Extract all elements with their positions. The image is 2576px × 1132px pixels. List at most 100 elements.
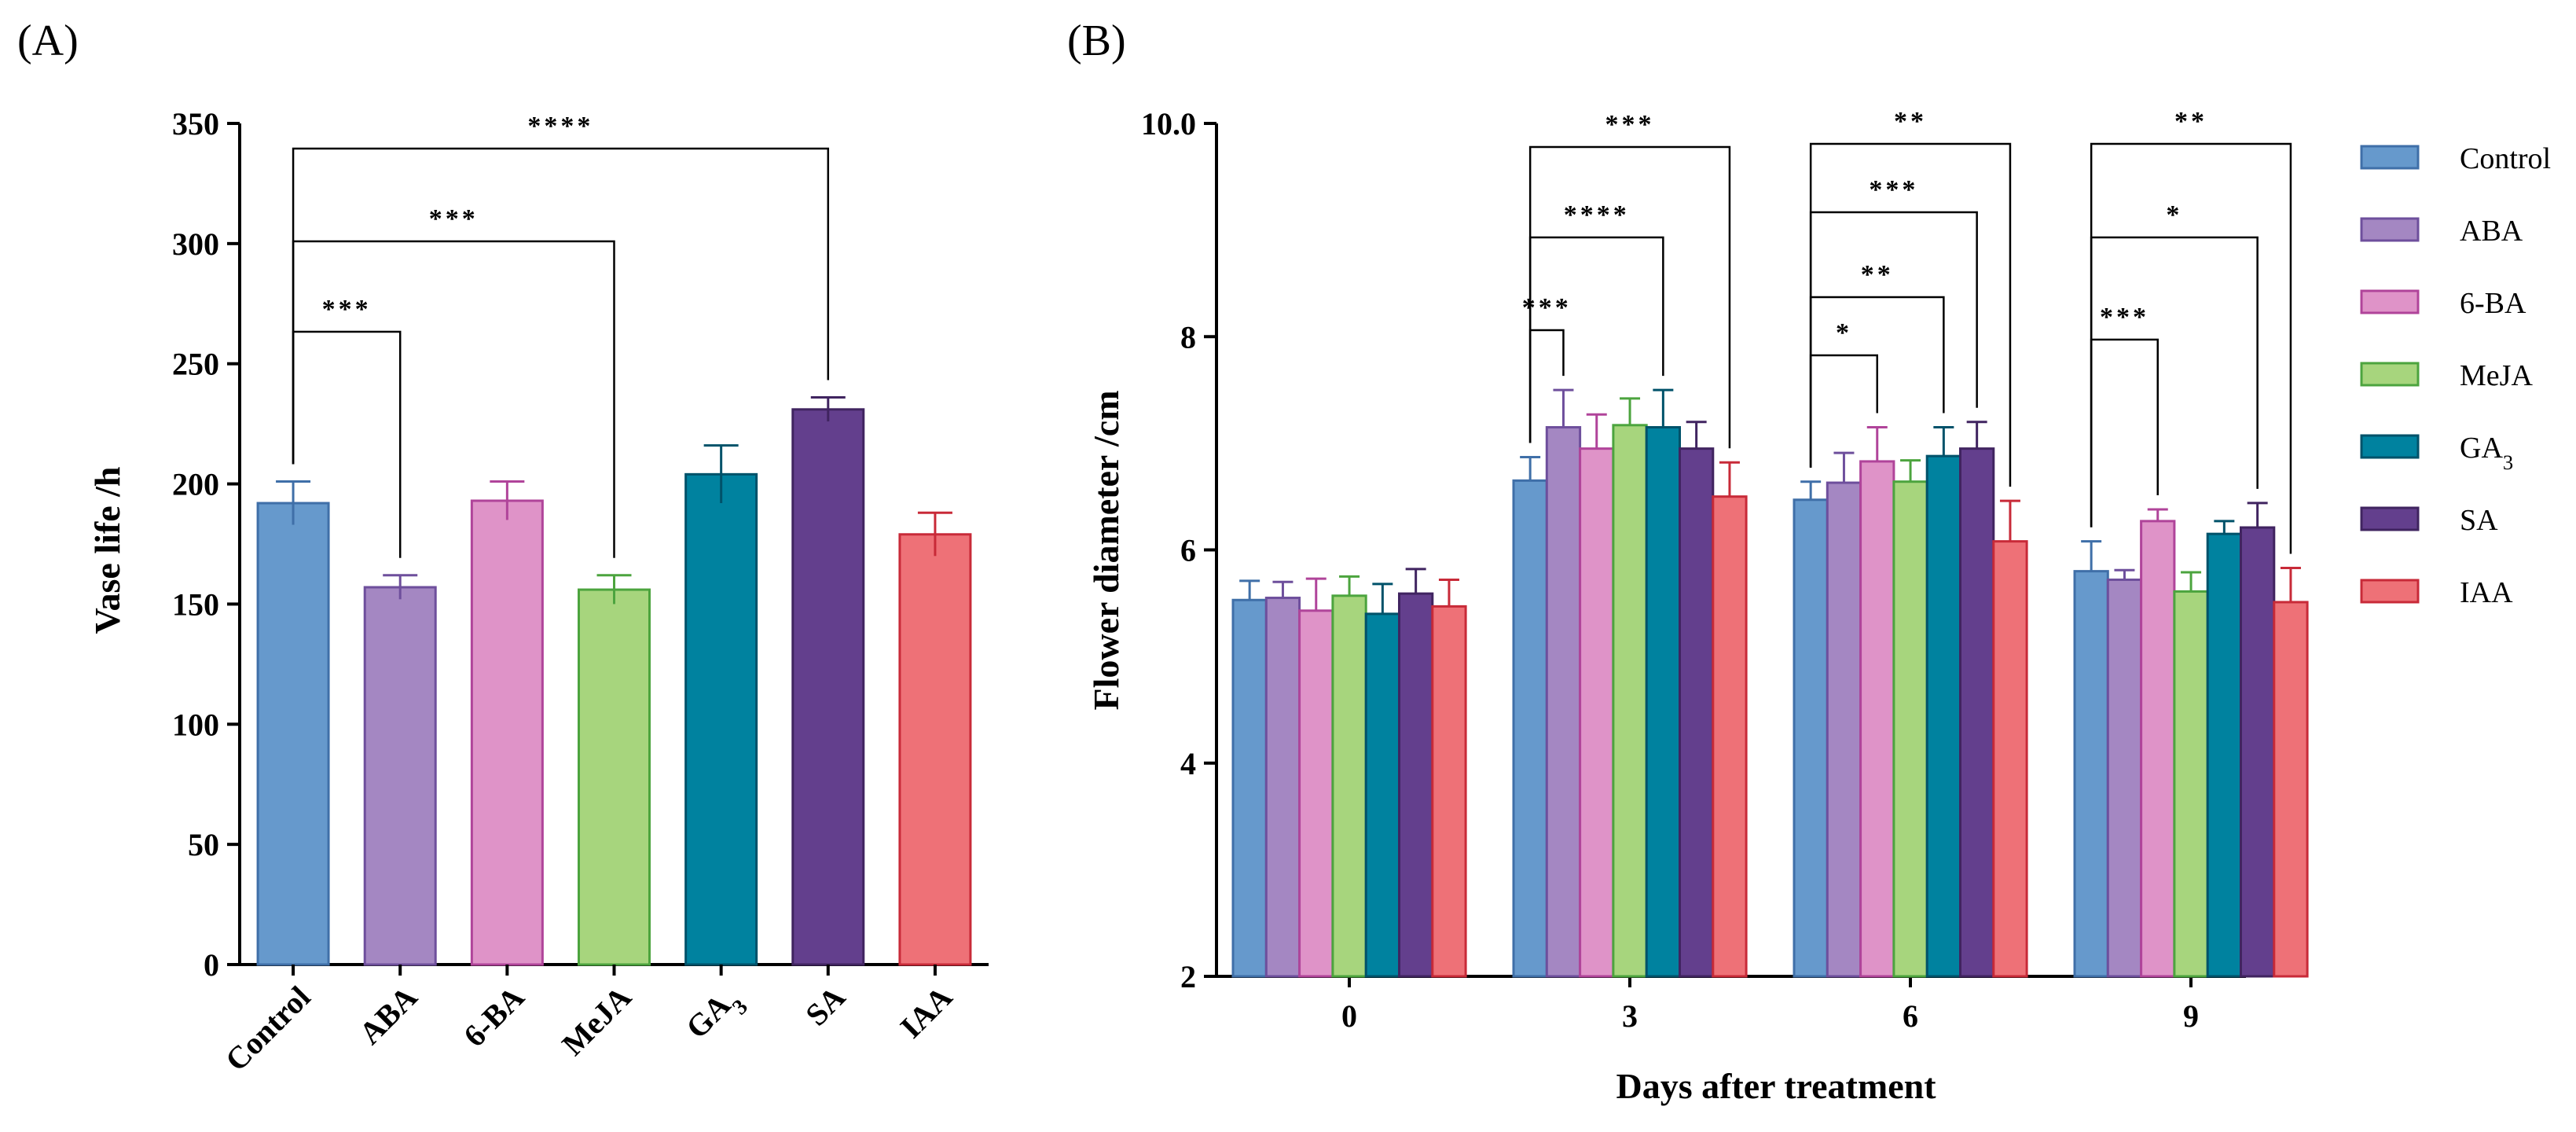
legend-label-control-text: Control [2460,142,2551,175]
panel-a-x-tick-label: IAA [894,979,960,1045]
panel-b-y-tick-label: 2 [1180,959,1196,994]
panel-b-significance-day3-iaa-label-sss: *** [1605,110,1655,139]
panel-b-significance-day3-ga3-bracket [1528,236,1664,443]
panel-a-significance-meja-label: *** [429,204,479,233]
panel-a-bar-aba [363,586,437,966]
panel-a-y-tick-label: 50 [188,827,219,862]
legend-label-meja: MeJA [2460,359,2533,392]
panel-b-bar-control-day9 [2073,570,2109,978]
panel-b-bar-meja-day9 [2173,590,2209,978]
panel-b-bar-ga3-day3 [1645,426,1681,978]
legend-swatch-6-ba [2360,289,2420,314]
panel-a-bar-6-ba [470,499,544,966]
panel-a-x-tick-label: ABA [352,979,424,1051]
panel-a-bar-control [256,502,330,966]
panel-a-bar-iaa [898,533,972,966]
panel-b-y-tick-label: 6 [1180,533,1196,568]
legend-label-iaa: IAA [2460,576,2513,609]
panel-a-bar-meja [578,588,651,966]
panel-b-bar-aba-day0 [1264,597,1301,978]
panel-b-significance-day9-sa-bracket [2090,236,2259,527]
panel-a-x-tick-label-text: MeJA [555,979,638,1062]
panel-a-y-tick-label: 300 [172,226,219,262]
panel-a-y-tick-label: 250 [172,347,219,382]
panel-b-bar-6-ba-day3 [1579,447,1615,978]
legend-swatch-iaa [2360,579,2420,604]
panel-a-significance-meja-bracket [292,240,615,558]
panel-b-bar-ga3-day6 [1925,454,1961,978]
panel-b-bar-6-ba-day9 [2140,520,2176,978]
panel-b-bar-aba-day3 [1545,426,1582,978]
legend-label-aba: ABA [2460,215,2523,248]
panel-a-y-tick-label: 150 [172,586,219,622]
panel-a-x-tick-label-text: 6-BA [457,979,531,1053]
panel-b-bar-iaa-day9 [2273,601,2309,978]
panel-b-bar-sa-day3 [1679,447,1715,978]
panel-a-significance-sa-bracket [292,147,830,465]
panel-b-significance-day3-aba-bracket [1528,329,1565,443]
panel-b-significance-day6-6-ba-label-s: * [1836,318,1852,347]
panel-b-bar-aba-day6 [1826,481,1862,978]
panel-a-bar-sa [791,408,865,966]
panel-a-label: (A) [17,17,79,65]
panel-b-significance-day9-iaa-bracket [2090,142,2292,554]
legend-label-control: Control [2460,142,2551,175]
legend-swatch-meja [2360,362,2420,387]
panel-b-bar-iaa-day3 [1712,495,1748,978]
panel-b-bar-meja-day0 [1331,594,1367,978]
legend-swatch-control [2360,145,2420,170]
panel-b-bar-control-day0 [1231,598,1268,978]
panel-b-bar-control-day3 [1512,479,1548,978]
panel-a-significance-aba-label: *** [322,295,372,324]
panel-b-bar-meja-day3 [1612,424,1648,978]
panel-a-x-tick-label: GA3 [679,979,753,1053]
panel-b-significance-day6-6-ba-bracket [1809,354,1878,468]
panel-a-y-tick-label: 100 [172,707,219,742]
panel-a-y-tick-label: 200 [172,467,219,502]
panel-b-bar-6-ba-day0 [1298,609,1334,978]
panel-b-bar-sa-day0 [1398,592,1434,978]
legend-label-6-ba: 6-BA [2460,287,2526,320]
panel-a-y-tick-label: 0 [204,947,219,983]
panel-a-plot: 0 50 100 150 200 250 300 350 Control ABA 6-BA MeJA G… [172,106,989,1078]
panel-b-significance-day9-sa-label-s: * [2166,200,2182,230]
legend-label-aba-text: ABA [2460,215,2523,248]
panel-a-x-tick-label: Control [218,979,317,1079]
panel-b-bar-sa-day6 [1959,447,1995,978]
panel-b-bar-6-ba-day6 [1859,460,1895,978]
panel-b-bar-ga3-day9 [2206,532,2242,978]
panel-a-bar-ga3 [684,472,758,966]
panel-b-y-tick-label: 8 [1180,319,1196,355]
panel-a-x-tick-label: 6-BA [457,979,531,1053]
panel-a-y-axis-title: Vase life /h [87,467,127,634]
panel-b-bar-control-day6 [1793,498,1829,978]
panel-a-y-tick-label: 350 [172,106,219,142]
panel-a-x-tick-label-text: GA [679,987,737,1045]
panel-b-x-tick-label: 6 [1903,998,1918,1034]
panel-b-bar-ga3-day0 [1364,612,1400,978]
legend-label-ga3-text: GA [2460,432,2503,465]
panel-a-x-tick-label-text: SA [798,979,852,1032]
panel-a-x-tick-label-text: IAA [894,979,960,1045]
panel-b-label: (B) [1067,17,1126,65]
panel-a-x-tick-label: SA [798,979,852,1032]
panel-b-significance-day6-iaa-bracket [1809,142,2012,487]
panel-b-legend: Control ABA 6-BA MeJA GA3 SA IAA [2360,142,2551,609]
panel-a-significance-sa-label: **** [527,112,593,141]
panel-a-x-tick-label: MeJA [555,979,638,1062]
panel-b-bar-sa-day9 [2240,526,2276,978]
panel-b-significance-day9-iaa-label-ss: ** [2174,107,2207,136]
panel-b-significance-day9-6-ba-bracket [2090,338,2159,527]
legend-label-iaa-text: IAA [2460,576,2513,609]
panel-b-significance-day6-sa-label-sss: *** [1869,175,1918,204]
panel-b-x-tick-label: 9 [2183,998,2199,1034]
panel-b-x-tick-label: 0 [1341,998,1357,1034]
panel-b-significance-day6-ga3-label-ss: ** [1861,260,1894,289]
panel-b-significance-day3-iaa-bracket [1528,145,1731,449]
panel-b-significance-day3-ga3-label-ssss: **** [1564,200,1630,230]
panel-b-significance-day6-iaa-label-ss: ** [1894,107,1927,136]
legend-label-sa: SA [2460,504,2498,537]
